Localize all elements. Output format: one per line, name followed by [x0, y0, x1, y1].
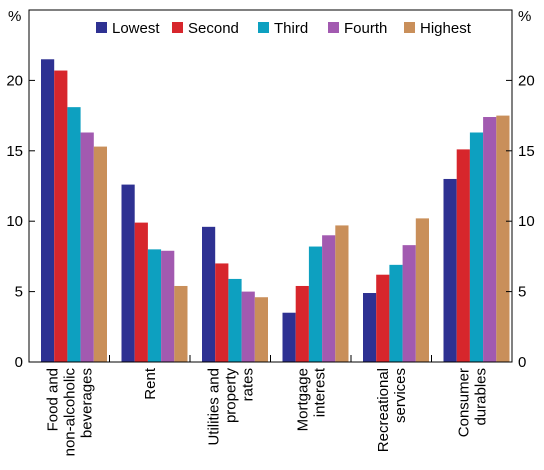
- category-label-5-line-0: Consumer: [455, 368, 472, 437]
- category-label-5-line-1: durables: [472, 368, 489, 426]
- y-tick-label-right: 5: [518, 284, 526, 301]
- bar-highest-4: [415, 218, 429, 362]
- bar-lowest-2: [202, 226, 216, 362]
- bar-highest-3: [335, 225, 349, 362]
- y-tick-label-left: 0: [15, 354, 23, 371]
- category-label-2-line-0: Utilities and: [205, 368, 222, 446]
- bar-fourth-4: [402, 245, 416, 362]
- category-label-1-line-0: Rent: [142, 367, 159, 400]
- plot-frame: [28, 9, 513, 363]
- bar-fourth-5: [483, 117, 497, 362]
- y-tick-label-left: 15: [6, 143, 23, 160]
- bars: [41, 59, 510, 363]
- bar-lowest-3: [282, 312, 296, 362]
- category-label-0-line-2: beverages: [78, 368, 95, 438]
- bar-second-2: [215, 263, 229, 362]
- y-axis-right: 0 5 10 15 20%: [506, 8, 535, 371]
- bar-lowest-4: [363, 293, 377, 362]
- y-tick-label-left: 20: [6, 72, 23, 89]
- y-axis-unit-right: %: [518, 8, 531, 25]
- legend: Lowest Second Third Fourth Highest: [96, 20, 472, 37]
- legend-label-second: Second: [188, 20, 239, 37]
- category-label-3-line-1: interest: [311, 367, 328, 417]
- bar-second-5: [456, 149, 470, 362]
- legend-label-third: Third: [274, 20, 308, 37]
- legend-swatch-third: [258, 22, 269, 33]
- bar-third-4: [389, 264, 403, 362]
- bar-fourth-1: [161, 250, 175, 362]
- bar-fourth-0: [80, 132, 94, 362]
- bar-second-4: [376, 274, 390, 362]
- category-label-2-line-1: property: [222, 368, 239, 424]
- legend-label-fourth: Fourth: [344, 20, 387, 37]
- category-label-4-line-1: services: [392, 368, 409, 423]
- y-tick-label-left: 10: [6, 213, 23, 230]
- legend-swatch-lowest: [96, 22, 107, 33]
- y-tick-label-left: 5: [15, 284, 23, 301]
- y-tick-label-right: 0: [518, 354, 526, 371]
- bar-third-3: [308, 246, 323, 362]
- bar-fourth-3: [322, 235, 336, 362]
- bar-third-1: [147, 249, 162, 362]
- bar-lowest-5: [443, 178, 457, 362]
- category-label-0-line-1: non-alcoholic: [61, 368, 78, 457]
- y-tick-label-right: 10: [518, 213, 535, 230]
- bar-lowest-1: [121, 184, 135, 362]
- bar-third-0: [67, 107, 81, 363]
- y-axis-unit-left: %: [8, 8, 21, 25]
- category-label-3-line-0: Mortgage: [294, 368, 311, 431]
- bar-second-1: [134, 222, 148, 362]
- bar-third-2: [228, 278, 242, 362]
- legend-label-highest: Highest: [420, 20, 472, 37]
- bar-third-5: [469, 132, 484, 362]
- legend-swatch-highest: [404, 22, 415, 33]
- y-axis-left: 0 5 10 15 20%: [6, 8, 35, 371]
- bar-highest-1: [174, 285, 188, 362]
- legend-label-lowest: Lowest: [112, 20, 160, 37]
- x-axis: Food and non-alcoholic beverages Rent Utilit…: [44, 367, 489, 456]
- y-tick-label-right: 20: [518, 72, 535, 89]
- bar-lowest-0: [41, 59, 55, 362]
- bar-second-3: [295, 285, 309, 362]
- category-label-4-line-0: Recreational: [375, 368, 392, 452]
- y-tick-label-right: 15: [518, 143, 535, 160]
- category-label-2-line-2: rates: [239, 368, 256, 401]
- legend-swatch-second: [172, 22, 183, 33]
- legend-swatch-fourth: [328, 22, 339, 33]
- bar-second-0: [54, 70, 68, 362]
- bar-highest-0: [93, 146, 107, 362]
- category-label-0-line-0: Food and: [44, 368, 61, 431]
- bar-highest-2: [254, 297, 268, 362]
- bar-highest-5: [496, 115, 510, 362]
- bar-fourth-2: [241, 291, 255, 362]
